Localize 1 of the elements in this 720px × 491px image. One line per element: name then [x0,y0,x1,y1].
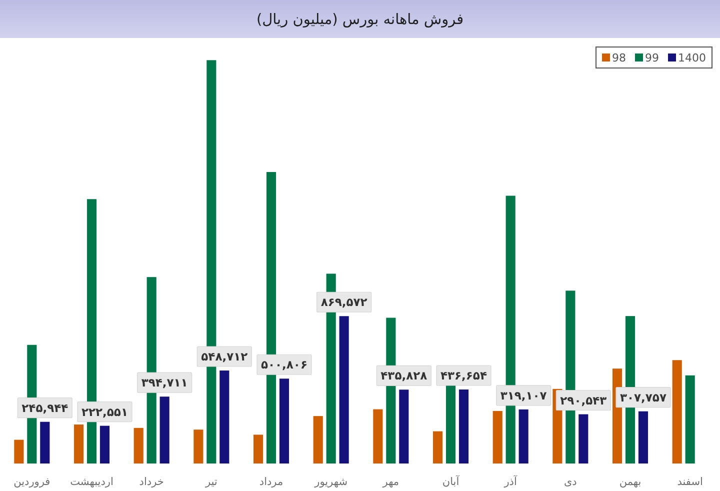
title: فروش ماهانه بورس (میلیون ریال) [256,12,464,28]
